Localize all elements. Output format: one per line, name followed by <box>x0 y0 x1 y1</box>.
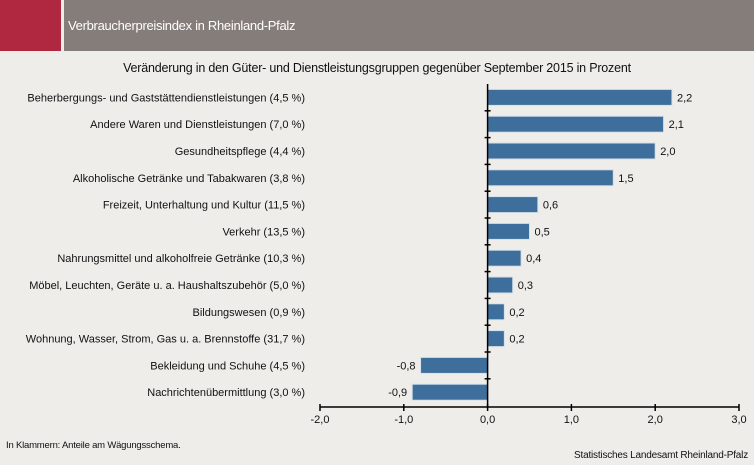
chart-title: Veränderung in den Güter- und Dienstleis… <box>123 61 631 75</box>
bar <box>487 142 656 160</box>
bar <box>411 383 489 401</box>
bar <box>487 196 539 214</box>
x-tick-label: 3,0 <box>731 414 746 426</box>
category-label: Bildungswesen (0,9 %) <box>192 307 305 319</box>
category-label: Bekleidung und Schuhe (4,5 %) <box>150 360 305 372</box>
header-accent-block <box>0 0 61 51</box>
data-label: -0,8 <box>397 360 416 372</box>
category-label: Gesundheitspflege (4,4 %) <box>175 146 305 158</box>
x-tick-label: 1,0 <box>564 414 579 426</box>
bar <box>420 356 489 374</box>
source-note: Statistisches Landesamt Rheinland-Pfalz <box>574 450 748 461</box>
footnote: In Klammern: Anteile am Wägungsschema. <box>6 440 181 451</box>
category-label: Möbel, Leuchten, Geräte u. a. Haushaltsz… <box>29 280 305 292</box>
category-label: Andere Waren und Dienstleistungen (7,0 %… <box>90 119 305 131</box>
category-label: Verkehr (13,5 %) <box>222 226 305 238</box>
category-label: Alkoholische Getränke und Tabakwaren (3,… <box>73 173 305 185</box>
data-label: 2,1 <box>669 119 684 131</box>
data-label: 0,5 <box>535 226 550 238</box>
x-tick-label: -2,0 <box>311 414 330 426</box>
data-label: 2,2 <box>677 92 692 104</box>
bar <box>487 330 505 348</box>
bar <box>487 303 505 321</box>
category-label: Wohnung, Wasser, Strom, Gas u. a. Brenns… <box>26 334 305 346</box>
bar <box>487 169 614 187</box>
bar <box>487 222 531 240</box>
data-label: 1,5 <box>618 173 633 185</box>
data-label: 0,2 <box>509 307 524 319</box>
x-tick-label: -1,0 <box>394 414 413 426</box>
data-label: 2,0 <box>660 146 675 158</box>
header-title: Verbraucherpreisindex in Rheinland-Pfalz <box>68 18 296 33</box>
data-label: 0,6 <box>543 200 558 212</box>
category-label: Nahrungsmittel und alkoholfreie Getränke… <box>57 253 305 265</box>
bar <box>487 276 514 294</box>
data-label: 0,3 <box>518 280 533 292</box>
bar <box>487 115 665 133</box>
bar <box>487 88 673 106</box>
category-label: Nachrichtenübermittlung (3,0 %) <box>147 387 305 399</box>
header-band <box>64 0 754 51</box>
data-label: 0,4 <box>526 253 541 265</box>
category-label: Freizeit, Unterhaltung und Kultur (11,5 … <box>103 200 305 212</box>
x-tick-label: 2,0 <box>648 414 663 426</box>
bar <box>487 249 522 267</box>
x-tick-label: 0,0 <box>480 414 495 426</box>
category-label: Beherbergungs- und Gaststättendienstleis… <box>27 92 305 104</box>
data-label: -0,9 <box>388 387 407 399</box>
data-label: 0,2 <box>509 334 524 346</box>
